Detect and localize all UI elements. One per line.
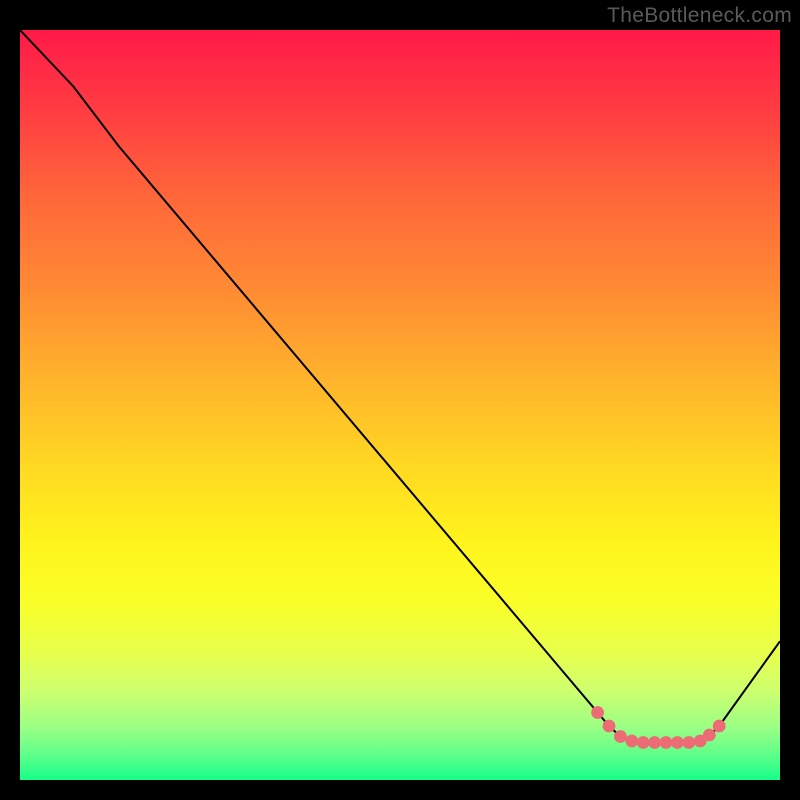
data-marker bbox=[713, 720, 726, 733]
data-marker bbox=[682, 736, 695, 749]
data-marker bbox=[671, 736, 684, 749]
data-marker bbox=[637, 736, 650, 749]
chart-container bbox=[20, 30, 780, 780]
chart-background bbox=[20, 30, 780, 780]
data-marker bbox=[591, 706, 604, 719]
data-marker bbox=[614, 730, 627, 743]
data-marker bbox=[703, 729, 716, 742]
data-marker bbox=[625, 735, 638, 748]
data-marker bbox=[648, 736, 661, 749]
data-marker bbox=[603, 720, 616, 733]
chart-svg bbox=[20, 30, 780, 780]
data-marker bbox=[660, 736, 673, 749]
watermark-text: TheBottleneck.com bbox=[607, 4, 792, 28]
